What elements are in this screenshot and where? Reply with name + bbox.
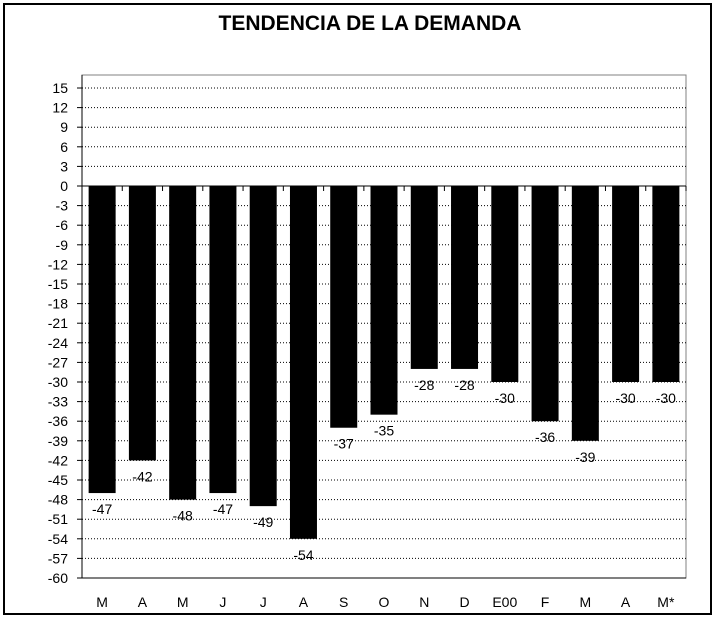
y-tick-label: -12 — [48, 256, 68, 272]
y-tick-label: 0 — [60, 178, 68, 194]
bar — [612, 186, 640, 382]
x-category-label: M — [579, 594, 591, 610]
y-tick-label: -51 — [48, 511, 68, 527]
y-tick-label: -30 — [48, 374, 68, 390]
bar — [330, 186, 358, 428]
x-category-label: S — [339, 594, 348, 610]
y-tick-label: -48 — [48, 492, 68, 508]
y-tick-label: 15 — [52, 80, 68, 96]
data-label: -47 — [92, 501, 112, 517]
x-category-label: O — [379, 594, 390, 610]
y-tick-label: -15 — [48, 276, 68, 292]
y-tick-label: -6 — [56, 217, 69, 233]
bar — [169, 186, 197, 500]
data-label: -42 — [132, 468, 152, 484]
y-tick-label: -45 — [48, 472, 68, 488]
data-label: -28 — [414, 377, 434, 393]
y-tick-label: -27 — [48, 354, 68, 370]
y-tick-label: -57 — [48, 550, 68, 566]
data-label: -35 — [374, 423, 394, 439]
x-category-label: D — [459, 594, 469, 610]
y-tick-label: -39 — [48, 433, 68, 449]
x-category-label: A — [138, 594, 148, 610]
y-tick-label: -9 — [56, 237, 69, 253]
bar — [88, 186, 116, 494]
data-label: -54 — [293, 547, 313, 563]
bar — [249, 186, 277, 507]
data-label: -37 — [334, 436, 354, 452]
bar — [571, 186, 599, 441]
x-category-label: M* — [657, 594, 675, 610]
bar — [531, 186, 559, 422]
data-label: -48 — [173, 508, 193, 524]
y-tick-label: -18 — [48, 296, 68, 312]
bar — [652, 186, 680, 382]
bar — [410, 186, 438, 369]
y-tick-label: 12 — [52, 100, 68, 116]
x-category-label: E00 — [492, 594, 517, 610]
bar — [370, 186, 398, 415]
bar — [491, 186, 519, 382]
y-tick-label: -60 — [48, 570, 68, 586]
chart-title: TENDENCIA DE LA DEMANDA — [218, 12, 522, 35]
y-tick-label: 6 — [60, 139, 68, 155]
bar — [209, 186, 237, 494]
y-tick-label: 9 — [60, 119, 68, 135]
y-tick-label: -33 — [48, 394, 68, 410]
data-label: -30 — [615, 390, 635, 406]
x-category-label: J — [260, 594, 267, 610]
y-tick-label: -21 — [48, 315, 68, 331]
x-category-label: M — [96, 594, 108, 610]
bar — [128, 186, 156, 461]
data-label: -47 — [213, 501, 233, 517]
y-tick-label: -3 — [56, 198, 69, 214]
data-label: -49 — [253, 514, 273, 530]
bar — [451, 186, 479, 369]
bar — [289, 186, 317, 539]
y-tick-label: -36 — [48, 413, 68, 429]
x-category-label: J — [219, 594, 226, 610]
data-label: -39 — [575, 449, 595, 465]
x-category-label: A — [621, 594, 631, 610]
x-category-label: M — [177, 594, 189, 610]
data-label: -30 — [495, 390, 515, 406]
y-tick-label: -54 — [48, 531, 68, 547]
x-category-label: F — [541, 594, 550, 610]
data-label: -36 — [535, 429, 555, 445]
y-tick-label: -24 — [48, 335, 68, 351]
data-label: -30 — [656, 390, 676, 406]
x-category-label: A — [299, 594, 309, 610]
data-label: -28 — [454, 377, 474, 393]
x-category-label: N — [419, 594, 429, 610]
y-tick-label: 3 — [60, 158, 68, 174]
y-tick-label: -42 — [48, 452, 68, 468]
